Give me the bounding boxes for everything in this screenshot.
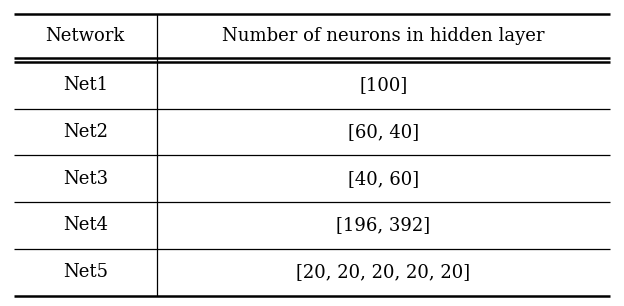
Text: [40, 60]: [40, 60] bbox=[348, 170, 419, 188]
Text: Number of neurons in hidden layer: Number of neurons in hidden layer bbox=[222, 27, 545, 45]
Text: Net3: Net3 bbox=[62, 170, 108, 188]
Text: [60, 40]: [60, 40] bbox=[348, 123, 419, 141]
Text: [20, 20, 20, 20, 20]: [20, 20, 20, 20, 20] bbox=[296, 263, 470, 281]
Text: Net4: Net4 bbox=[63, 216, 108, 234]
Text: Net1: Net1 bbox=[62, 76, 108, 94]
Text: Network: Network bbox=[46, 27, 125, 45]
Text: Net2: Net2 bbox=[63, 123, 108, 141]
Text: Net5: Net5 bbox=[63, 263, 108, 281]
Text: [196, 392]: [196, 392] bbox=[336, 216, 431, 234]
Text: [100]: [100] bbox=[359, 76, 407, 94]
